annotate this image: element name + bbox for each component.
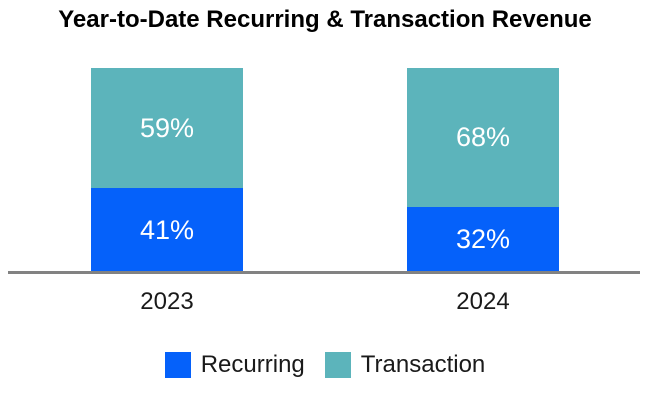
bar-segment-recurring-2024: 32% — [407, 207, 559, 272]
x-axis-line — [8, 271, 640, 274]
bar-value-label: 32% — [455, 224, 511, 254]
legend-item-recurring: Recurring — [164, 351, 305, 379]
legend: Recurring Transaction — [0, 351, 650, 379]
legend-swatch-transaction — [324, 352, 351, 378]
bar-segment-transaction-2023: 59% — [91, 68, 243, 188]
x-axis-label-2024: 2024 — [456, 288, 510, 315]
bar-segment-recurring-2023: 41% — [91, 188, 243, 272]
legend-item-transaction: Transaction — [324, 351, 486, 379]
legend-label: Transaction — [360, 351, 486, 378]
legend-swatch-recurring — [164, 352, 191, 378]
bar-value-label: 68% — [455, 122, 511, 152]
chart-title: Year-to-Date Recurring & Transaction Rev… — [58, 6, 592, 33]
bar-segment-transaction-2024: 68% — [407, 68, 559, 207]
bar-value-label: 41% — [139, 214, 195, 245]
x-axis-label-2023: 2023 — [140, 288, 194, 315]
bar-value-label: 59% — [139, 112, 195, 143]
legend-label: Recurring — [200, 351, 305, 378]
